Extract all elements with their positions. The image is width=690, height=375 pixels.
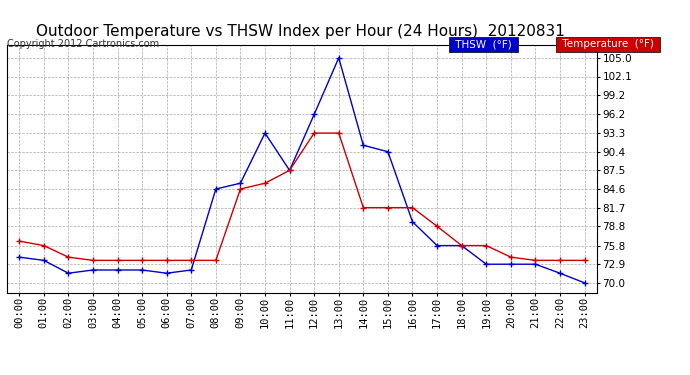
Text: Outdoor Temperature vs THSW Index per Hour (24 Hours)  20120831: Outdoor Temperature vs THSW Index per Ho…: [36, 24, 564, 39]
Text: Temperature  (°F): Temperature (°F): [559, 39, 657, 50]
Text: Copyright 2012 Cartronics.com: Copyright 2012 Cartronics.com: [7, 39, 159, 50]
Text: THSW  (°F): THSW (°F): [452, 39, 515, 50]
